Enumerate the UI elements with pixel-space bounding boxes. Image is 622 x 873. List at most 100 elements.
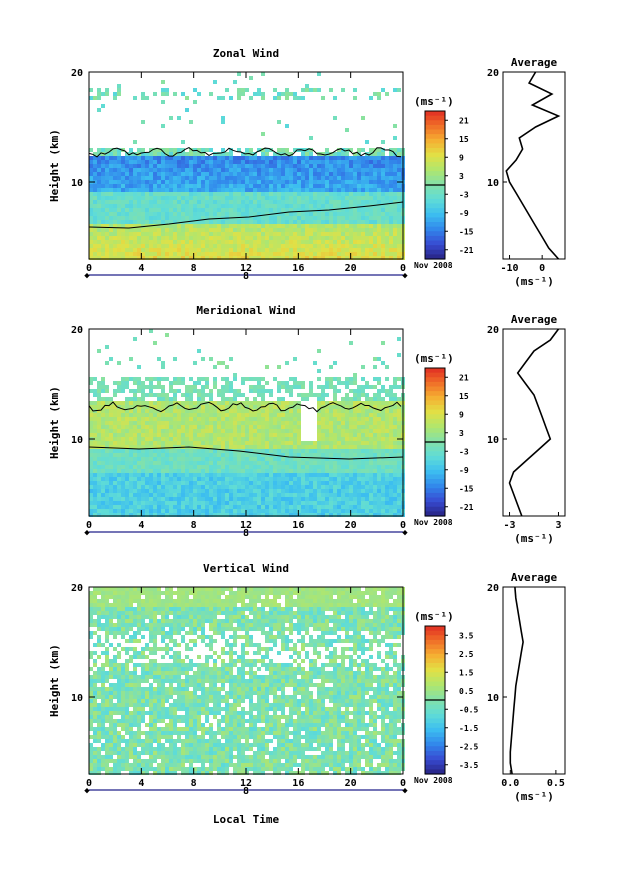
colorbar-tick-label: 3.5 [459,631,474,640]
colorbar-band [425,769,445,775]
colorbar-band [425,451,445,457]
zero-contour-line [88,446,404,460]
colorbar-band [425,231,445,237]
average-frame [502,586,566,775]
colorbar-band [425,235,445,242]
average-x-tick-label: -10 [500,263,518,274]
colorbar-band [425,713,445,720]
colorbar-band [425,185,445,191]
average-x-tick-label: 0.5 [547,778,565,789]
colorbar-tick-label: 0.5 [459,687,474,696]
colorbar-band [425,737,445,743]
colorbar-band [425,386,445,392]
colorbar-band [425,377,445,383]
colorbar-unit-label: (ms⁻¹) [414,352,454,365]
colorbar-band [425,129,445,135]
colorbar-band [425,741,445,747]
colorbar-band [425,686,445,692]
colorbar-tick-label: -2.5 [459,742,478,751]
colorbar-band [425,760,445,766]
contour-line-upper [88,401,402,413]
average-profile-line [508,328,560,517]
colorbar-band [425,423,445,429]
x-tick-label: 12 [240,778,252,789]
colorbar-band [425,143,445,149]
x-tick-label: 16 [292,778,304,789]
colorbar-band [425,483,445,489]
average-y-tick-label: 10 [487,178,499,189]
colorbar-tick-label: -9 [459,466,469,475]
colorbar-band [425,120,445,126]
colorbar-tick-label: 15 [459,392,469,401]
colorbar-band [425,134,445,140]
average-title: Average [511,313,558,326]
contour-line-upper [88,146,402,158]
colorbar-band [425,460,445,466]
colorbar-band [425,626,445,632]
colorbar-band [425,254,445,260]
colorbar-band [425,409,445,415]
y-tick-label: 10 [71,435,83,446]
colorbar-tick-label: -1.5 [459,724,478,733]
colorbar-band [425,138,445,144]
colorbar-tick-label: -9 [459,209,469,218]
date-range-end-marker: ◆ [402,786,408,796]
colorbar-band [425,492,445,499]
colorbar-tick-label: 9 [459,410,464,419]
colorbar-band [425,124,445,131]
day-label: 8 [243,271,249,282]
average-y-tick-label: 10 [487,435,499,446]
date-range-start-marker: ◆ [84,528,90,538]
colorbar-unit-label: (ms⁻¹) [414,95,454,108]
date-label: Nov 2008 [414,261,453,270]
x-tick-label: 12 [240,263,252,274]
colorbar-tick-label: -0.5 [459,705,478,714]
colorbar-band [425,630,445,636]
date-range-end-marker: ◆ [402,271,408,281]
colorbar-band [425,212,445,218]
colorbar-tick-label: -15 [459,484,474,493]
colorbar-band [425,157,445,163]
colorbar-band [425,222,445,228]
date-label: Nov 2008 [414,518,453,527]
average-frame [502,71,566,260]
colorbar-band [425,479,445,485]
x-tick-label: 20 [345,263,357,274]
colorbar-band [425,198,445,205]
colorbar-tick-label: 21 [459,116,469,125]
average-profile-line [505,71,561,260]
colorbar-band [425,658,445,664]
colorbar-band [425,249,445,255]
y-tick-label: 20 [71,68,83,79]
colorbar-band [425,148,445,154]
colorbar-band [425,488,445,494]
day-label: 8 [243,786,249,797]
x-tick-label: 0 [86,263,92,274]
x-tick-label: 0 [400,520,406,531]
x-tick-label: 16 [292,263,304,274]
panel-title: Zonal Wind [213,47,279,60]
colorbar-band [425,381,445,388]
colorbar-tick-label: 15 [459,135,469,144]
colorbar-tick-label: 2.5 [459,650,474,659]
x-tick-label: 4 [138,263,144,274]
colorbar-band [425,189,445,195]
average-x-tick-label: 0.0 [501,778,519,789]
colorbar-band [425,755,445,761]
colorbar-band [425,455,445,462]
x-tick-label: 0 [400,778,406,789]
colorbar-band [425,194,445,200]
colorbar-band [425,700,445,706]
colorbar-band [425,405,445,411]
colorbar-band [425,709,445,715]
date-range-start-marker: ◆ [84,786,90,796]
colorbar-band [425,418,445,425]
y-tick-label: 20 [71,325,83,336]
x-tick-label: 12 [240,520,252,531]
x-tick-label: 20 [345,778,357,789]
colorbar-band [425,428,445,434]
colorbar-band [425,663,445,669]
colorbar-band [425,727,445,733]
